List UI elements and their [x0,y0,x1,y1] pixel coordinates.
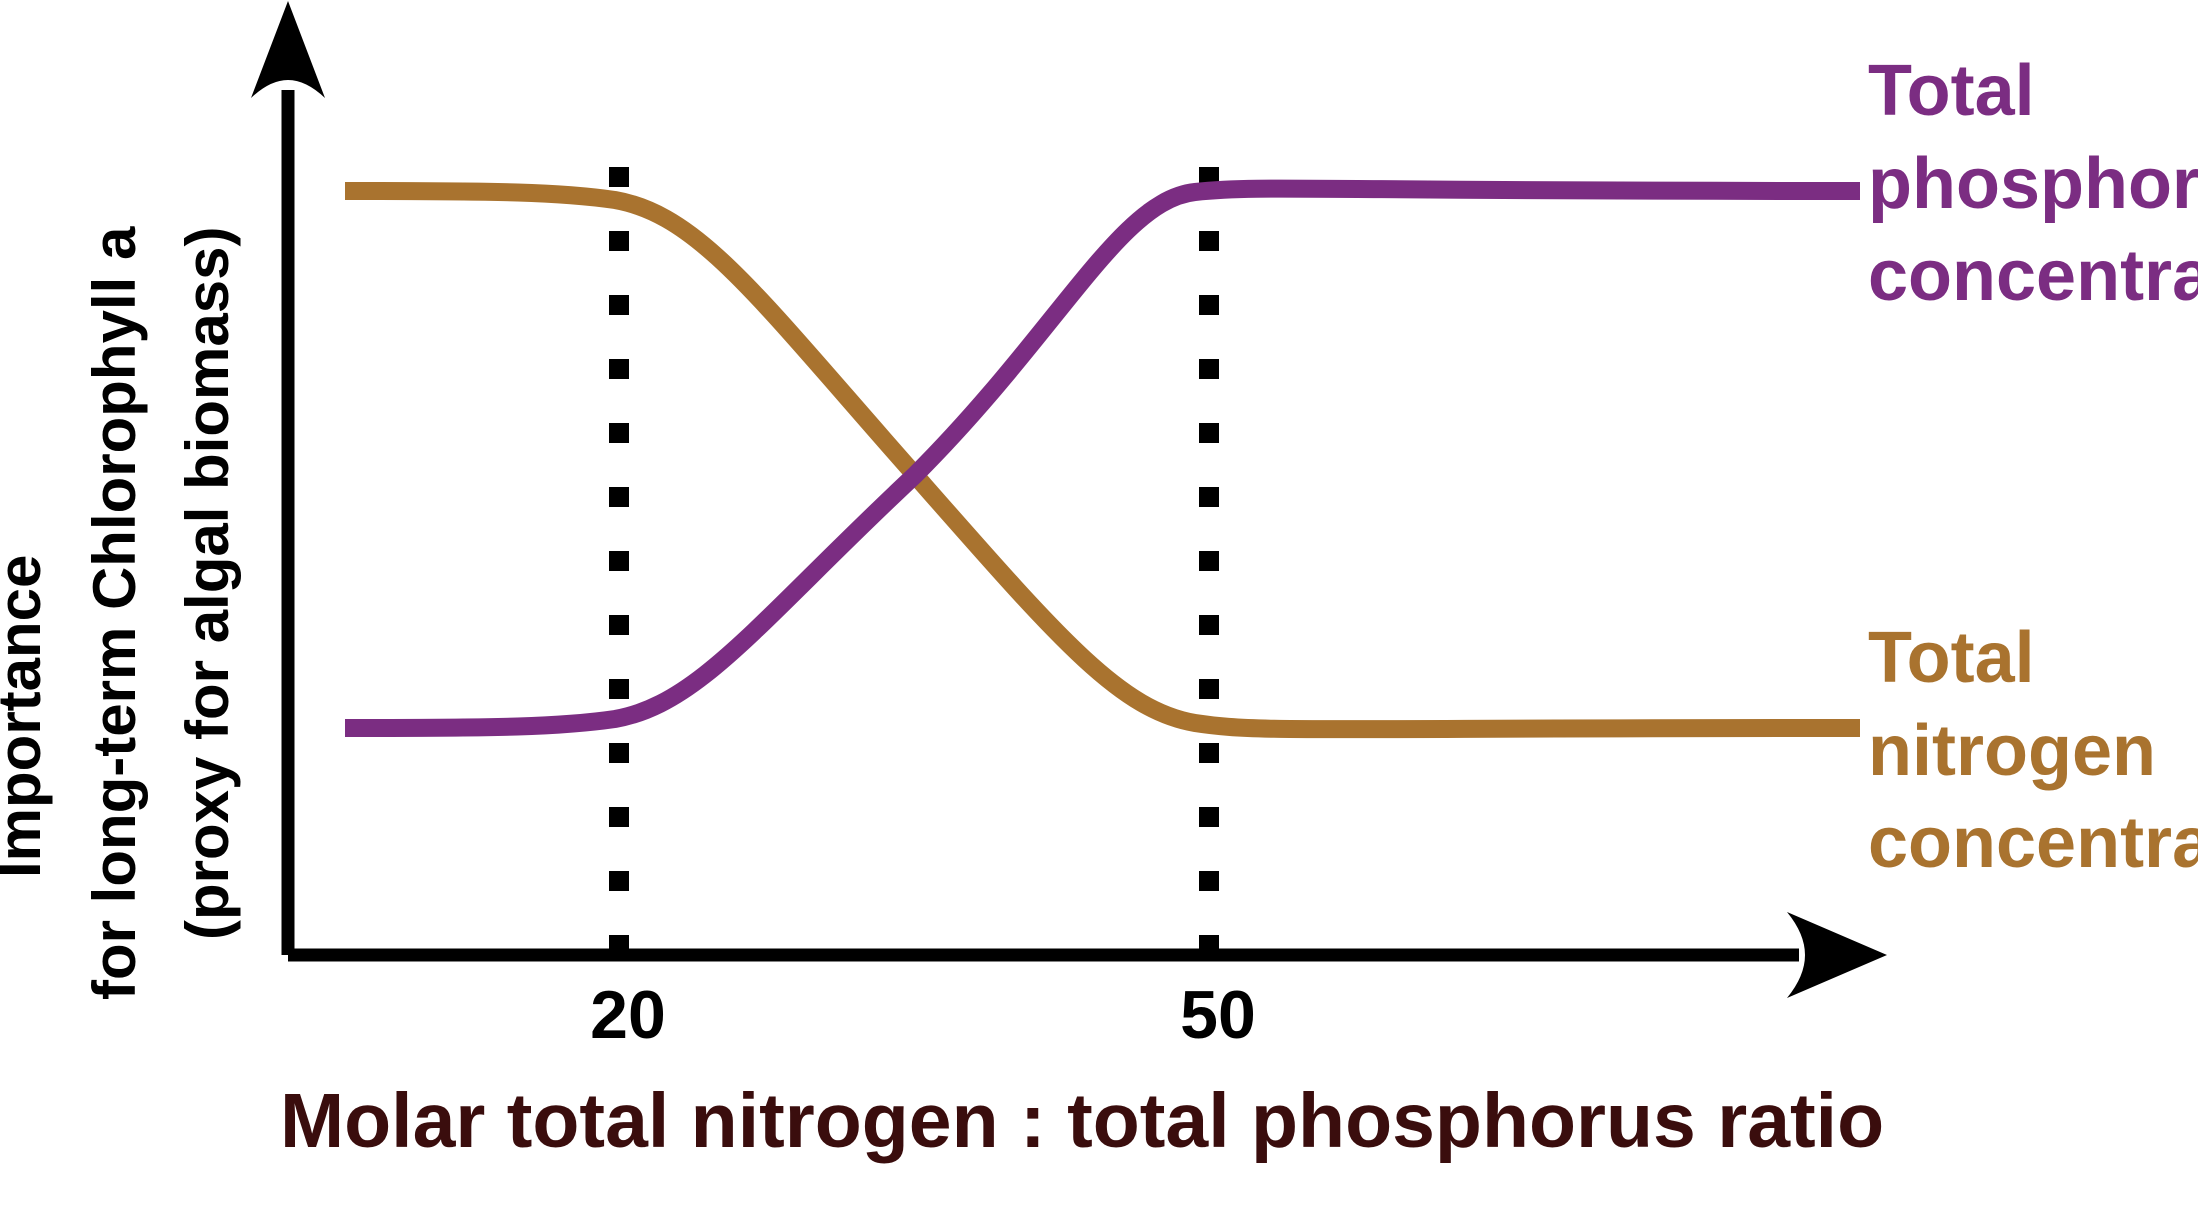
svg-text:concentration: concentration [1868,803,2198,883]
svg-text:50: 50 [1180,977,1256,1053]
svg-text:Importance: Importance [0,555,53,878]
svg-text:Total: Total [1868,618,2035,698]
svg-text:Total: Total [1868,51,2035,131]
svg-text:nitrogen: nitrogen [1868,711,2156,791]
svg-text:Molar total nitrogen : total p: Molar total nitrogen : total phosphorus … [280,1078,1884,1164]
svg-text:(proxy for algal biomass): (proxy for algal biomass) [174,227,241,941]
svg-text:concentration: concentration [1868,236,2198,316]
svg-text:20: 20 [590,977,666,1053]
svg-text:phosphorus: phosphorus [1868,144,2198,224]
svg-text:for long-term Chlorophyll a: for long-term Chlorophyll a [81,226,148,1000]
